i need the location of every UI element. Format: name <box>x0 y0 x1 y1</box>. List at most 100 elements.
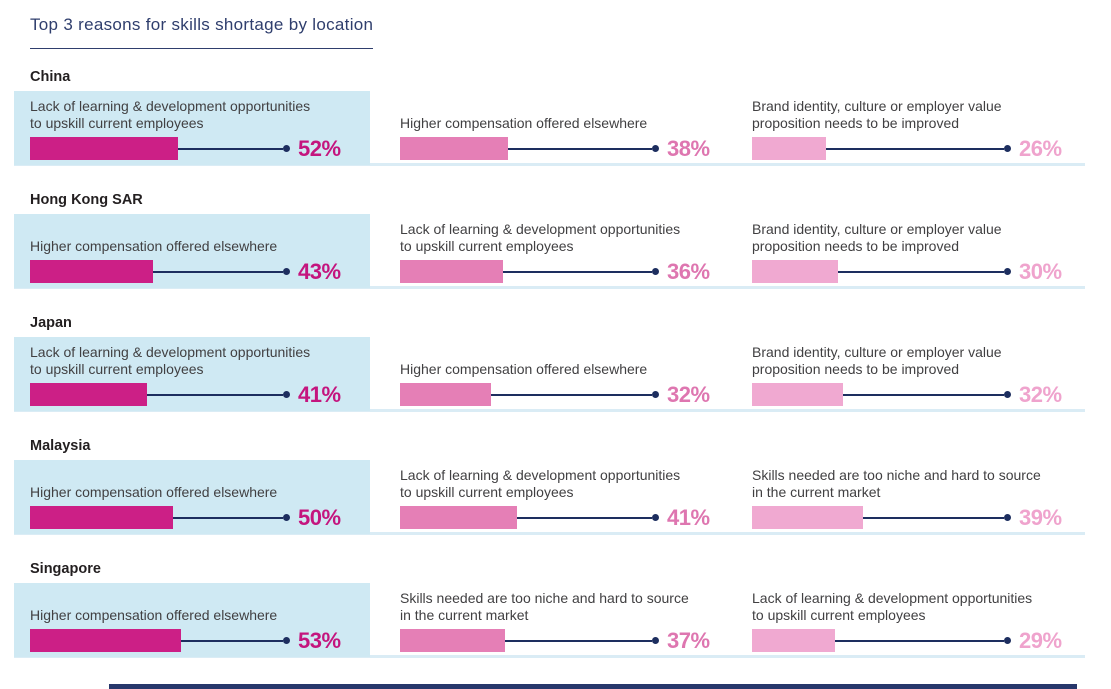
reason-cells: Lack of learning & development opportuni… <box>14 91 1097 166</box>
percent-value: 52% <box>298 135 341 161</box>
connector-line <box>153 270 283 273</box>
percent-value: 32% <box>1019 381 1062 407</box>
value-bar <box>400 260 503 283</box>
barline: 50% <box>30 504 354 530</box>
percent-value: 41% <box>298 381 341 407</box>
connector-line <box>863 516 1004 519</box>
reason-cell-primary: Lack of learning & development opportuni… <box>14 91 370 165</box>
barline: 41% <box>400 504 715 530</box>
value-bar <box>30 383 147 406</box>
percent-value: 43% <box>298 258 341 284</box>
connector-line <box>835 639 1004 642</box>
barline: 52% <box>30 135 354 161</box>
reason-cell: Brand identity, culture or employer valu… <box>737 91 1091 165</box>
connector-dot <box>1004 637 1011 644</box>
value-bar <box>752 506 863 529</box>
connector-dot <box>1004 268 1011 275</box>
percent-value: 37% <box>667 627 710 653</box>
connector-dot <box>283 145 290 152</box>
value-bar <box>400 137 508 160</box>
connector-line <box>178 147 283 150</box>
country-label: Japan <box>30 315 72 331</box>
connector-dot <box>1004 145 1011 152</box>
value-bar <box>30 506 173 529</box>
connector-dot <box>652 514 659 521</box>
connector-dot <box>1004 391 1011 398</box>
reason-label: Lack of learning & development opportuni… <box>752 589 1033 623</box>
percent-value: 38% <box>667 135 710 161</box>
value-bar <box>400 383 491 406</box>
reason-label: Lack of learning & development opportuni… <box>400 466 681 500</box>
value-bar <box>752 137 826 160</box>
reason-label: Skills needed are too niche and hard to … <box>752 466 1041 500</box>
reason-cell: Lack of learning & development opportuni… <box>370 214 737 288</box>
reason-cell-primary: Higher compensation offered elsewhere 50% <box>14 460 370 534</box>
reason-label: Higher compensation offered elsewhere <box>30 483 278 500</box>
location-row: Japan Lack of learning & development oppo… <box>14 315 1097 412</box>
value-bar <box>30 260 153 283</box>
connector-line <box>508 147 652 150</box>
reason-cells: Lack of learning & development opportuni… <box>14 337 1097 412</box>
connector-dot <box>652 391 659 398</box>
percent-value: 26% <box>1019 135 1062 161</box>
barline: 41% <box>30 381 354 407</box>
barline: 37% <box>400 627 715 653</box>
reason-cell: Brand identity, culture or employer valu… <box>737 337 1091 411</box>
connector-line <box>517 516 652 519</box>
connector-line <box>503 270 652 273</box>
reason-cell: Brand identity, culture or employer valu… <box>737 214 1091 288</box>
location-rows: China Lack of learning & development oppo… <box>14 69 1097 658</box>
reason-label: Higher compensation offered elsewhere <box>30 237 278 254</box>
country-label: China <box>30 69 71 85</box>
value-bar <box>752 383 843 406</box>
barline: 38% <box>400 135 715 161</box>
connector-line <box>181 639 283 642</box>
reason-cell: Higher compensation offered elsewhere 38% <box>370 91 737 165</box>
reason-cell: Higher compensation offered elsewhere 32% <box>370 337 737 411</box>
barline: 30% <box>752 259 1067 284</box>
value-bar <box>400 506 517 529</box>
connector-line <box>826 147 1004 150</box>
country-label: Singapore <box>30 561 101 577</box>
chart-title: Top 3 reasons for skills shortage by loc… <box>30 15 374 49</box>
connector-dot <box>283 391 290 398</box>
barline: 43% <box>30 258 354 284</box>
country-label: Hong Kong SAR <box>30 192 143 208</box>
percent-value: 32% <box>667 381 710 407</box>
reason-label: Brand identity, culture or employer valu… <box>752 343 1002 377</box>
reason-cell: Lack of learning & development opportuni… <box>737 583 1091 657</box>
connector-dot <box>283 268 290 275</box>
reason-label: Lack of learning & development opportuni… <box>30 97 311 131</box>
barline: 32% <box>752 381 1067 407</box>
value-bar <box>30 137 178 160</box>
connector-line <box>838 270 1004 273</box>
reason-cell: Lack of learning & development opportuni… <box>370 460 737 534</box>
barline: 29% <box>752 627 1067 653</box>
reason-cells: Higher compensation offered elsewhere 50%… <box>14 460 1097 535</box>
reason-label: Higher compensation offered elsewhere <box>400 360 648 377</box>
connector-dot <box>1004 514 1011 521</box>
reason-cell-primary: Lack of learning & development opportuni… <box>14 337 370 411</box>
value-bar <box>752 260 838 283</box>
reason-label: Skills needed are too niche and hard to … <box>400 589 689 623</box>
connector-dot <box>283 637 290 644</box>
connector-line <box>491 393 652 396</box>
reason-cell: Skills needed are too niche and hard to … <box>370 583 737 657</box>
value-bar <box>30 629 181 652</box>
percent-value: 36% <box>667 258 710 284</box>
percent-value: 41% <box>667 504 710 530</box>
bottom-rule <box>109 684 1077 689</box>
connector-line <box>147 393 283 396</box>
percent-value: 50% <box>298 504 341 530</box>
connector-line <box>843 393 1004 396</box>
reason-label: Brand identity, culture or employer valu… <box>752 97 1002 131</box>
reason-label: Higher compensation offered elsewhere <box>30 606 278 623</box>
percent-value: 39% <box>1019 504 1062 530</box>
percent-value: 29% <box>1019 627 1062 653</box>
reason-cell-primary: Higher compensation offered elsewhere 53% <box>14 583 370 657</box>
connector-line <box>173 516 283 519</box>
location-row: China Lack of learning & development oppo… <box>14 69 1097 166</box>
reason-label: Brand identity, culture or employer valu… <box>752 220 1002 254</box>
reason-cells: Higher compensation offered elsewhere 53%… <box>14 583 1097 658</box>
